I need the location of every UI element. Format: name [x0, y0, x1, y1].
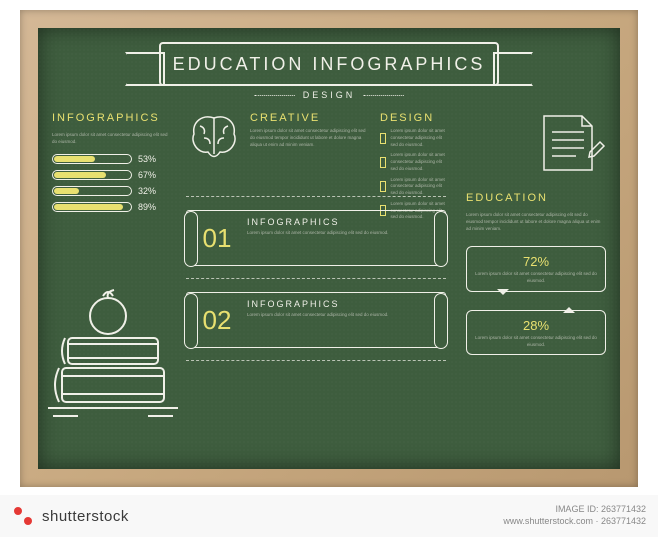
- design-heading: DESIGN: [380, 112, 446, 124]
- bar-track: [52, 154, 132, 164]
- checklist-lorem: Lorem ipsum dolor sit amet consectetur a…: [391, 128, 446, 148]
- books-apple-icon: [48, 288, 178, 458]
- design-checklist: DESIGN Lorem ipsum dolor sit amet consec…: [380, 112, 446, 225]
- watermark-brand: shutterstock: [42, 508, 129, 525]
- callout-1-lorem: Lorem ipsum dolor sit amet consectetur a…: [473, 271, 599, 285]
- bar-fill: [54, 188, 79, 194]
- watermark-bar: shutterstock IMAGE ID: 263771432 www.shu…: [0, 495, 658, 537]
- scroll-2-title: INFOGRAPHICS: [247, 299, 427, 309]
- bar-track: [52, 186, 132, 196]
- callout-1-value: 72%: [523, 254, 549, 269]
- checkbox-icon: [380, 157, 386, 168]
- checklist-item: Lorem ipsum dolor sit amet consectetur a…: [380, 177, 446, 197]
- checklist-item: Lorem ipsum dolor sit amet consectetur a…: [380, 128, 446, 148]
- checkbox-icon: [380, 181, 386, 192]
- bar-label: 89%: [138, 202, 156, 212]
- bar-row: 53%: [52, 154, 172, 164]
- checklist-lorem: Lorem ipsum dolor sit amet consectetur a…: [391, 177, 446, 197]
- education-heading: EDUCATION: [466, 192, 606, 204]
- callout-2: 28% Lorem ipsum dolor sit amet consectet…: [466, 310, 606, 356]
- bar-label: 53%: [138, 154, 156, 164]
- scroll-1-title: INFOGRAPHICS: [247, 217, 427, 227]
- scroll-1-lorem: Lorem ipsum dolor sit amet consectetur a…: [247, 230, 427, 237]
- education-lorem: Lorem ipsum dolor sit amet consectetur a…: [466, 212, 606, 232]
- paper-pencil-icon: [536, 112, 606, 182]
- bar-track: [52, 170, 132, 180]
- brain-icon: [186, 112, 242, 160]
- creative-lorem: Lorem ipsum dolor sit amet consectetur a…: [250, 128, 370, 148]
- left-heading: INFOGRAPHICS: [52, 112, 172, 124]
- bar-fill: [54, 204, 123, 210]
- callout-1: 72% Lorem ipsum dolor sit amet consectet…: [466, 246, 606, 292]
- watermark-id: IMAGE ID: 263771432 www.shutterstock.com…: [503, 504, 646, 527]
- title-ribbon: EDUCATION INFOGRAPHICS: [159, 42, 499, 86]
- subtitle-text: DESIGN: [247, 90, 412, 100]
- scroll-1: 01 INFOGRAPHICS Lorem ipsum dolor sit am…: [186, 210, 446, 266]
- divider-2: [186, 278, 446, 279]
- callout-2-lorem: Lorem ipsum dolor sit amet consectetur a…: [473, 335, 599, 349]
- shutterstock-logo-icon: [12, 505, 34, 527]
- left-lorem: Lorem ipsum dolor sit amet consectetur a…: [52, 132, 172, 146]
- bar-row: 32%: [52, 186, 172, 196]
- callout-2-value: 28%: [523, 318, 549, 333]
- scroll-1-number: 01: [187, 223, 247, 254]
- divider-3: [186, 360, 446, 361]
- bar-fill: [54, 172, 106, 178]
- scroll-2-number: 02: [187, 305, 247, 336]
- chalkboard: EDUCATION INFOGRAPHICS DESIGN INFOGRAPHI…: [38, 28, 620, 469]
- wooden-frame: EDUCATION INFOGRAPHICS DESIGN INFOGRAPHI…: [20, 10, 638, 487]
- divider-1: [186, 196, 446, 197]
- checklist-item: Lorem ipsum dolor sit amet consectetur a…: [380, 152, 446, 172]
- scroll-2: 02 INFOGRAPHICS Lorem ipsum dolor sit am…: [186, 292, 446, 348]
- bar-row: 89%: [52, 202, 172, 212]
- bar-fill: [54, 156, 95, 162]
- scroll-2-lorem: Lorem ipsum dolor sit amet consectetur a…: [247, 312, 427, 319]
- bar-label: 67%: [138, 170, 156, 180]
- checkbox-icon: [380, 133, 386, 144]
- checklist-lorem: Lorem ipsum dolor sit amet consectetur a…: [391, 152, 446, 172]
- left-column: INFOGRAPHICS Lorem ipsum dolor sit amet …: [52, 112, 172, 218]
- bar-chart: 53% 67% 32% 89%: [52, 154, 172, 212]
- creative-heading: CREATIVE: [250, 112, 320, 124]
- bar-label: 32%: [138, 186, 156, 196]
- bar-row: 67%: [52, 170, 172, 180]
- title-text: EDUCATION INFOGRAPHICS: [173, 54, 486, 75]
- bar-track: [52, 202, 132, 212]
- right-column: EDUCATION Lorem ipsum dolor sit amet con…: [466, 112, 606, 355]
